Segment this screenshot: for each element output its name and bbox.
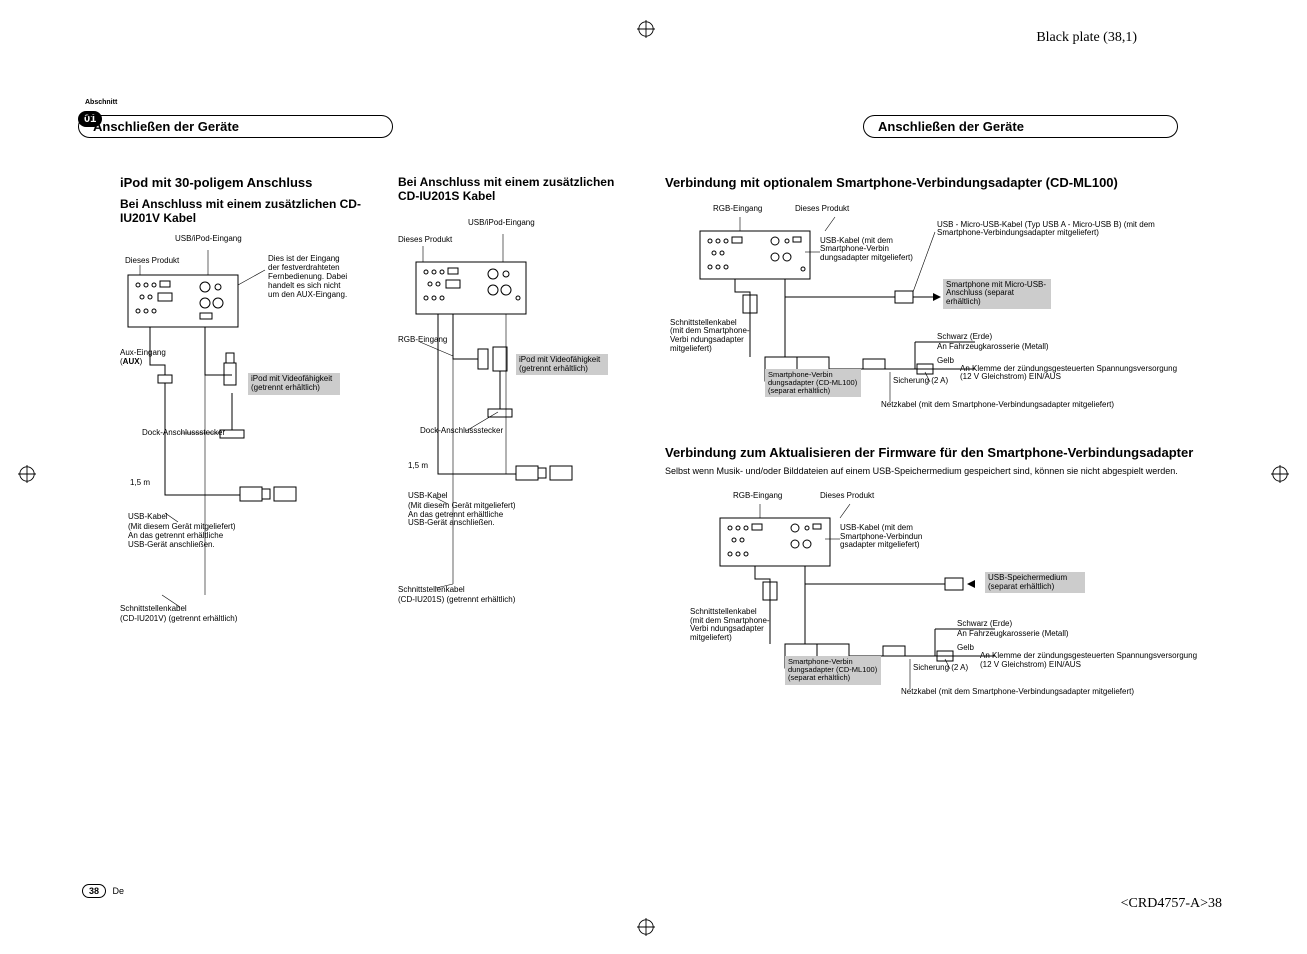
label-usb-cable-note: (Mit diesem Gerät mitgeliefert) An das g… bbox=[408, 502, 538, 528]
label-fuse: Sicherung (2 A) bbox=[893, 377, 948, 386]
label-black: Schwarz (Erde) bbox=[937, 333, 992, 342]
label-adapter-box: Smartphone-Verbin dungsadapter (CD-ML100… bbox=[785, 656, 881, 685]
manual-page: Black plate (38,1) Abschnitt 01 Anschlie… bbox=[0, 0, 1307, 954]
label-usb-a: USB-Kabel (mit dem Smartphone-Verbindun … bbox=[840, 524, 940, 550]
label-netz: Netzkabel (mit dem Smartphone-Verbindung… bbox=[901, 688, 1151, 697]
label-product: Dieses Produkt bbox=[125, 257, 179, 266]
label-rgb: RGB-Eingang bbox=[713, 205, 762, 214]
label-usb-cable: USB-Kabel bbox=[408, 492, 448, 501]
heading-cdml100: Verbindung mit optionalem Smartphone-Ver… bbox=[665, 175, 1195, 191]
section-title-right: Anschließen der Geräte bbox=[863, 115, 1178, 138]
label-yellow: Gelb bbox=[937, 357, 954, 366]
label-black: Schwarz (Erde) bbox=[957, 620, 1012, 629]
label-iface: Schnittstellenkabel (mit dem Smartphone-… bbox=[690, 608, 770, 643]
label-netz: Netzkabel (mit dem Smartphone-Verbindung… bbox=[881, 401, 1131, 410]
label-usb-cable-note: (Mit diesem Gerät mitgeliefert) An das g… bbox=[128, 523, 258, 549]
label-phone-box: Smartphone mit Micro-USB-Anschluss (sepa… bbox=[943, 279, 1051, 309]
label-usb-a: USB-Kabel (mit dem Smartphone-Verbin dun… bbox=[820, 237, 915, 263]
crop-mark-icon bbox=[637, 20, 655, 38]
crop-mark-icon bbox=[1271, 465, 1289, 483]
section-title-left: Anschließen der Geräte bbox=[78, 115, 393, 138]
heading-firmware: Verbindung zum Aktualisieren der Firmwar… bbox=[665, 445, 1195, 461]
label-product: Dieses Produkt bbox=[398, 236, 452, 245]
column-right: Verbindung mit optionalem Smartphone-Ver… bbox=[665, 175, 1195, 714]
label-yellow: Gelb bbox=[957, 644, 974, 653]
page-number: 38 bbox=[82, 884, 106, 898]
label-iface-note: (CD-IU201V) (getrennt erhältlich) bbox=[120, 615, 237, 624]
diagram-firmware: RGB-Eingang Dieses Produkt USB-Kabel (mi… bbox=[665, 484, 1195, 714]
footer-doc-id: <CRD4757-A>38 bbox=[1121, 896, 1222, 912]
label-usb-mem: USB-Speichermedium (separat erhältlich) bbox=[985, 572, 1085, 594]
body-firmware-note: Selbst wenn Musik- und/oder Bilddateien … bbox=[665, 466, 1195, 478]
label-length: 1,5 m bbox=[408, 462, 428, 471]
label-iface: Schnittstellenkabel (mit dem Smartphone-… bbox=[670, 319, 750, 354]
label-black2: An Fahrzeugkarosserie (Metall) bbox=[957, 630, 1069, 639]
column-left: iPod mit 30-poligem Anschluss Bei Anschl… bbox=[120, 175, 370, 655]
subheading-cdiu201s: Bei Anschluss mit einem zusätzlichen CD-… bbox=[398, 175, 628, 204]
plate-label: Black plate (38,1) bbox=[1036, 30, 1137, 46]
label-dock: Dock-Anschlussstecker bbox=[420, 427, 503, 436]
diagram-cdml100: RGB-Eingang Dieses Produkt USB-Kabel (mi… bbox=[665, 197, 1195, 427]
label-dock: Dock-Anschlussstecker bbox=[142, 429, 225, 438]
label-iface: Schnittstellenkabel bbox=[120, 605, 187, 614]
label-product: Dieses Produkt bbox=[795, 205, 849, 214]
crop-mark-icon bbox=[18, 465, 36, 483]
footer-page: 38 De bbox=[82, 886, 124, 896]
heading-ipod: iPod mit 30-poligem Anschluss bbox=[120, 175, 370, 191]
label-usb-ipod: USB/iPod-Eingang bbox=[175, 235, 242, 244]
section-header: Anschließen der Geräte Anschließen der G… bbox=[78, 115, 1178, 138]
label-iface-note: (CD-IU201S) (getrennt erhältlich) bbox=[398, 596, 515, 605]
label-length: 1,5 m bbox=[130, 479, 150, 488]
label-micro-usb: USB - Micro-USB-Kabel (Typ USB A - Micro… bbox=[937, 221, 1167, 239]
label-black2: An Fahrzeugkarosserie (Metall) bbox=[937, 343, 1049, 352]
label-usb-cable: USB-Kabel bbox=[128, 513, 168, 522]
label-yellow2: An Klemme der zündungsgesteuerten Spannu… bbox=[980, 652, 1200, 670]
label-fuse: Sicherung (2 A) bbox=[913, 664, 968, 673]
column-middle: Bei Anschluss mit einem zusätzlichen CD-… bbox=[398, 175, 628, 634]
label-yellow2: An Klemme der zündungsgesteuerten Spannu… bbox=[960, 365, 1180, 383]
section-tag: Abschnitt bbox=[85, 99, 117, 106]
label-rgb: RGB-Eingang bbox=[733, 492, 782, 501]
label-ipod-video: iPod mit Videofähigkeit (getrennt erhält… bbox=[516, 354, 608, 376]
label-adapter-box: Smartphone-Verbin dungsadapter (CD-ML100… bbox=[765, 369, 861, 398]
label-rgb: RGB-Eingang bbox=[398, 336, 447, 345]
label-ipod-video: iPod mit Videofähigkeit (getrennt erhält… bbox=[248, 373, 340, 395]
subheading-cdiu201v: Bei Anschluss mit einem zusätzlichen CD-… bbox=[120, 197, 370, 226]
label-iface: Schnittstellenkabel bbox=[398, 586, 465, 595]
crop-mark-icon bbox=[637, 918, 655, 936]
label-aux-note: Dies ist der Eingang der festverdrahtete… bbox=[268, 255, 353, 299]
label-product: Dieses Produkt bbox=[820, 492, 874, 501]
diagram-iu201s: USB/iPod-Eingang Dieses Produkt RGB-Eing… bbox=[398, 214, 618, 634]
label-aux: Aux-Eingang (AUX) bbox=[120, 349, 175, 367]
label-usb-ipod: USB/iPod-Eingang bbox=[468, 219, 535, 228]
diagram-iu201v: USB/iPod-Eingang Dieses Produkt Dies ist… bbox=[120, 235, 360, 655]
page-lang: De bbox=[113, 886, 125, 896]
